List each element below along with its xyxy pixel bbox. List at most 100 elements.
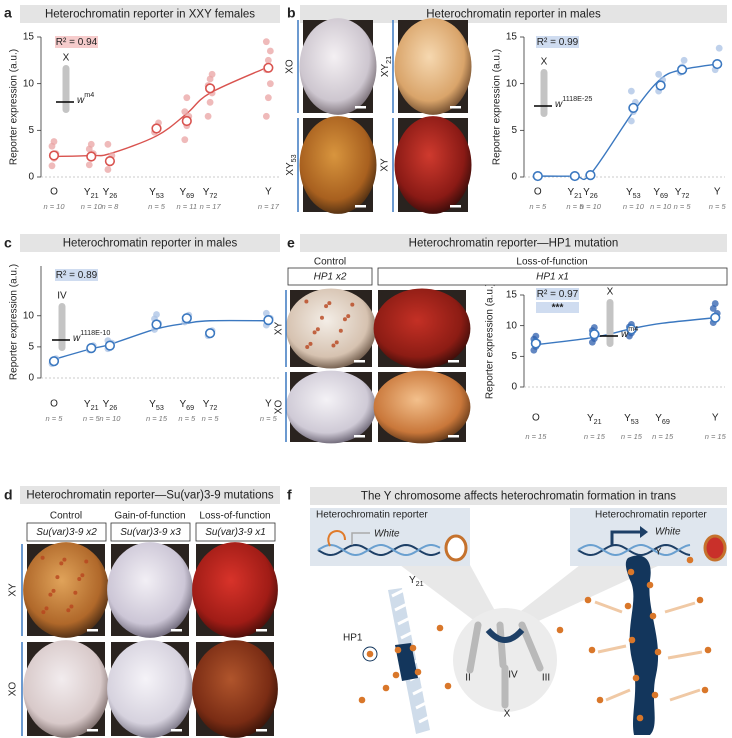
y-axis-label: Reporter expression (a.u.) [485,283,496,399]
mean-point [48,150,60,161]
gene-label: White [655,527,681,538]
silenced-arrow [351,532,370,545]
replicate-point [262,112,270,120]
mean-point [205,83,216,94]
x-tick-label: Y26 [583,187,598,201]
column-label: Gain-of-function [114,511,185,522]
pigment-spot [48,592,53,597]
significance-box [536,302,579,313]
stripe [391,588,405,598]
pigment-spot [69,604,74,609]
replicate-point [627,117,635,125]
replicate-point [715,44,723,52]
scale-bar [448,435,459,438]
hp1 [392,671,400,679]
x-tick-label: O [534,187,542,198]
panel-letter: c [4,235,12,251]
n-label: n = 10 [623,202,645,211]
x-tick-label: Y53 [624,413,639,427]
binding-arrow [667,650,703,660]
mean-point [86,151,97,162]
hp1 [444,682,452,690]
n-label: n = 5 [202,414,220,423]
pigment-spot [334,340,339,345]
pigment-spot [77,576,82,581]
eye [107,640,193,738]
mean-point [710,312,721,323]
scale-bar [171,729,182,732]
panel-header [20,486,280,504]
eye [285,370,377,444]
hp1 [701,686,709,694]
hp1 [627,568,635,576]
panel-letter: d [4,487,13,503]
mean-point [532,170,543,182]
reporter-box [570,508,727,566]
mean-point [181,313,192,324]
y-tick-label: 15 [23,32,35,43]
hp1 [409,644,417,652]
x-tick-label: Y72 [203,187,218,201]
y21-heterochromatin [395,643,418,681]
eye [107,542,193,638]
n-label: n = 15 [621,432,643,441]
x-tick-label: Y21 [84,399,99,413]
inset-chromosome [540,69,548,117]
hp1 [358,696,366,704]
pigment-spot [304,299,309,304]
inset-chromosome-label: IV [57,291,67,302]
x-tick-label: Y72 [203,399,218,413]
n-label: n = 5 [529,202,547,211]
x-tick-label: O [50,187,58,198]
r2-box [536,36,579,48]
n-label: n = 11 [177,202,198,211]
x-tick-label: O [532,413,540,424]
x-tick-label: Y [714,187,721,198]
eye [299,18,377,115]
n-label: n = 17 [258,202,280,211]
pigment-spot [73,590,78,595]
hp1 [704,646,712,654]
scale-bar [87,729,98,732]
pigment-spot [305,344,310,349]
panel-title: Heterochromatin reporter in males [426,9,601,21]
replicate-point [655,70,663,78]
eye [394,116,472,214]
replicate-point [208,70,216,78]
scale-bar [171,629,182,632]
n-label: n = 5 [46,414,64,423]
y-chromosome-small [485,627,525,643]
genotype-label: XO [285,59,296,74]
replicate-point [50,138,58,145]
n-label: n = 5 [566,202,584,211]
hp1 [556,626,564,634]
y-tick-label: 0 [511,382,517,393]
genotype-box-label: Su(var)3-9 x2 [36,527,97,538]
mean-point [263,62,274,73]
row-label: XY [274,322,285,336]
hp1-marker [362,646,378,662]
replicate-point [262,309,270,317]
genotype-box [195,522,276,542]
y-axis-label: Reporter expression (a.u.) [9,49,20,165]
replicate-point [206,98,214,106]
row-label: XO [8,682,19,697]
n-label: n = 5 [260,414,278,423]
dna-strand [317,543,441,556]
x-tick-label: Y21 [568,187,583,201]
n-label: n = 15 [652,432,674,441]
reporter-label: Heterochromatin reporter [316,510,428,521]
fit-line [537,63,718,181]
hp1 [588,646,596,654]
x-tick-label: Y69 [179,399,194,413]
hp1 [624,602,632,610]
x-tick-label: Y [712,413,719,424]
hp1 [686,556,694,564]
chromosome-arm [466,621,482,674]
pigment-spot [331,343,336,348]
dna-strand [577,543,691,556]
scale-bar [354,360,365,363]
pigment-spot [346,314,351,319]
binding-arrow [594,600,623,614]
hp1 [649,612,657,620]
